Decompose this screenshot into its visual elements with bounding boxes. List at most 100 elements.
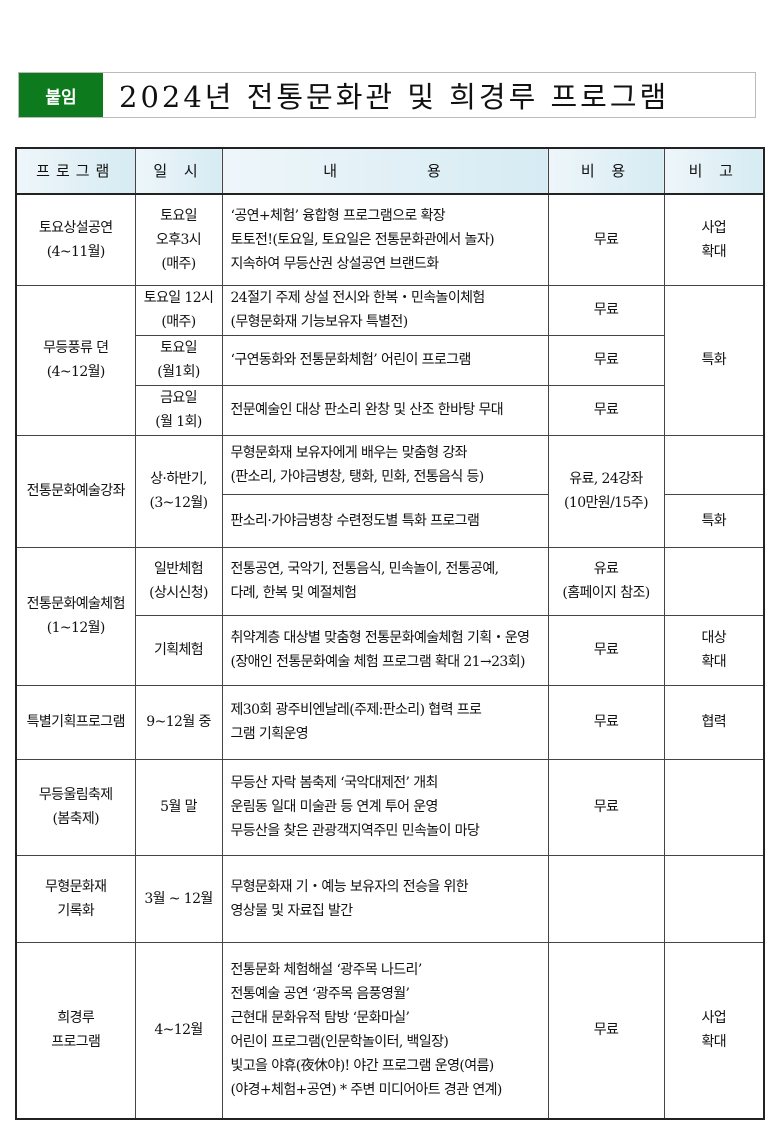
cell-line: 토요상설공연: [38, 219, 113, 236]
cell-line: 특화: [701, 512, 727, 529]
cell-line: 희경루: [57, 1010, 95, 1027]
cell-line: 영상물 및 자료집 발간: [230, 902, 354, 919]
cost-cell: 무료: [547, 684, 665, 760]
cell-line: 상·하반기,: [150, 471, 207, 487]
column-header: 일 시: [134, 147, 223, 195]
cell-line: (무형문화재 기능보유자 특별전): [230, 314, 409, 330]
cell-line: 무료: [593, 799, 619, 815]
cost-cell: 유료 (홈페이지 참조): [547, 546, 665, 616]
content-cell: 전통문화 체험해설 ‘광주목 나드리’ 전통예술 공연 ‘광주목 음풍영월’ 근현대…: [221, 941, 549, 1120]
cell-line: 무형문화재: [45, 878, 107, 895]
cell-line: (1~12월): [46, 620, 106, 636]
column-header: 비 용: [547, 147, 665, 195]
table-row: 전통문화예술체험 (1~12월) 일반체험 (상시신청) 전통공연, 국악기, 전통음식…: [15, 546, 765, 686]
cost-cell: 무료: [547, 284, 665, 336]
cost-cell: 유료, 24강좌 (10만원/15주): [547, 434, 665, 548]
content-cell: 전통공연, 국악기, 전통음식, 민속놀이, 전통공예, 다례, 한복 및 예절체…: [221, 546, 549, 616]
cell-line: 9~12월 중: [146, 714, 211, 730]
cell-line: 유료: [593, 561, 619, 577]
cost-cell: 무료: [547, 193, 665, 286]
cell-line: 전문예술인 대상 판소리 완창 및 산조 한바탕 무대: [230, 402, 504, 418]
cell-line: 무료: [593, 231, 619, 248]
content-cell: 취약계층 대상별 맞춤형 전통문화예술체험 기획・운영 (장애인 전통문화예술 체…: [221, 614, 549, 686]
date-cell: 4~12월: [134, 941, 223, 1120]
cell-line: (매주): [161, 255, 196, 272]
cell-line: 무등풍류 뎐: [43, 340, 109, 356]
remark-cell: 협력: [663, 684, 765, 760]
cell-line: (월1회): [157, 364, 200, 380]
cell-line: 금요일: [160, 390, 197, 406]
cell-line: 지속하여 무등산권 상설공연 브랜드화: [230, 255, 440, 272]
cost-cell: 무료: [547, 941, 665, 1120]
cell-line: 유료, 24강좌: [569, 471, 643, 487]
cell-line: (장애인 전통문화예술 체험 프로그램 확대 21→23회): [230, 654, 526, 670]
cell-line: 토요일 12시: [143, 290, 214, 306]
table-row: 무등울림축제 (봄축제) 5월 말 무등산 자락 봄축제 ‘국악대제전’ 개최 운림동 …: [15, 758, 765, 856]
content-cell: 무형문화재 보유자에게 배우는 맞춤형 강좌 (판소리, 가야금병창, 탱화, 민…: [221, 434, 549, 495]
remark-cell: 사업 확대: [663, 193, 765, 286]
date-cell: 5월 말: [134, 758, 223, 856]
cell-line: 토요일: [160, 207, 197, 224]
cell-line: 전통문화 체험해설 ‘광주목 나드리’: [230, 962, 423, 979]
attachment-badge: 붙임: [19, 73, 103, 117]
cell-line: 전통예술 공연 ‘광주목 음풍영월’: [230, 986, 410, 1003]
table-row: 금요일 (월 1회) 전문예술인 대상 판소리 완창 및 산조 한바탕 무대 무료: [16, 384, 764, 436]
content-cell: ‘공연+체험’ 융합형 프로그램으로 확장 토토전!(토요일, 토요일은 전통문화…: [221, 193, 549, 286]
date-cell: 토요일 12시 (매주): [134, 284, 223, 336]
cost-cell: 무료: [547, 334, 665, 386]
cell-line: 무료: [593, 352, 619, 368]
cell-line: (판소리, 가야금병창, 탱화, 민화, 전통음식 등): [230, 468, 485, 485]
cell-line: 운림동 일대 미술관 등 연계 투어 운영: [230, 799, 439, 815]
cell-line: 무료: [593, 1022, 619, 1039]
cell-line: 확대: [701, 654, 727, 670]
table-row: 전통문화예술강좌 상·하반기, (3~12월) 무형문화재 보유자에게 배우는 맞춤형…: [15, 434, 765, 548]
page-title: 2024년 전통문화관 및 희경루 프로그램: [119, 80, 670, 114]
cell-line: 기획체험: [153, 642, 204, 658]
cell-line: 특화: [701, 352, 727, 368]
title-box: 붙임 2024년 전통문화관 및 희경루 프로그램: [18, 72, 756, 118]
cell-line: ‘공연+체험’ 융합형 프로그램으로 확장: [230, 207, 446, 224]
cell-line: 확대: [701, 243, 727, 260]
cell-line: 오후3시: [155, 231, 202, 248]
cell-line: 다례, 한복 및 예절체험: [230, 585, 358, 601]
remark-cell: [663, 434, 765, 495]
cell-line: (4~11월): [46, 243, 106, 260]
cell-line: (홈페이지 참조): [562, 585, 650, 601]
content-cell: 24절기 주제 상설 전시와 한복・민속놀이체험 (무형문화재 기능보유자 특별전…: [221, 284, 549, 336]
table-row: 무형문화재 기록화 3월 ~ 12월 무형문화재 기・예능 보유자의 전승을 위한 영상…: [15, 854, 765, 943]
cell-line: 빛고을 야휴(夜休야)! 야간 프로그램 운영(여름): [230, 1058, 495, 1075]
cell-line: (4~12월): [46, 364, 106, 380]
cell-line: 무형문화재 기・예능 보유자의 전승을 위한: [230, 878, 469, 895]
cell-line: 취약계층 대상별 맞춤형 전통문화예술체험 기획・운영: [230, 630, 531, 646]
cell-line: (10만원/15주): [564, 495, 649, 511]
program-cell: 무등풍류 뎐 (4~12월): [15, 284, 136, 436]
cell-line: 협력: [701, 714, 727, 730]
program-cell: 특별기획프로그램: [15, 684, 136, 760]
cell-line: ‘구연동화와 전통문화체험’ 어린이 프로그램: [230, 352, 472, 368]
date-cell: 9~12월 중: [134, 684, 223, 760]
cell-line: 근현대 문화유적 탐방 ‘문화마실’: [230, 1010, 410, 1027]
cost-cell: 무료: [547, 758, 665, 856]
cell-line: (상시신청): [149, 585, 208, 601]
cell-line: 확대: [701, 1034, 727, 1051]
cell-line: 무등산 자락 봄축제 ‘국악대제전’ 개최: [230, 775, 439, 791]
cell-line: 24절기 주제 상설 전시와 한복・민속놀이체험: [230, 290, 486, 306]
table-row: 기획체험 취약계층 대상별 맞춤형 전통문화예술체험 기획・운영 (장애인 전통문화…: [16, 614, 765, 686]
cell-line: 전통공연, 국악기, 전통음식, 민속놀이, 전통공예,: [230, 561, 500, 577]
column-header: 비 고: [663, 147, 765, 195]
program-cell: 전통문화예술체험 (1~12월): [15, 546, 136, 686]
cell-line: 대상: [701, 630, 727, 646]
cell-line: 제30회 광주비엔날레(주제:판소리) 협력 프로: [230, 702, 482, 718]
content-cell: 제30회 광주비엔날레(주제:판소리) 협력 프로 그램 기획운영: [221, 684, 549, 760]
date-cell: 토요일 (월1회): [134, 334, 223, 386]
column-header: 프로그램: [15, 147, 136, 195]
cell-line: 4~12월: [154, 1022, 203, 1039]
date-cell: 기획체험: [134, 614, 223, 686]
date-cell: 금요일 (월 1회): [134, 384, 223, 436]
remark-cell: [663, 546, 765, 616]
cell-line: 기록화: [57, 902, 95, 919]
content-cell: 전문예술인 대상 판소리 완창 및 산조 한바탕 무대: [221, 384, 549, 436]
